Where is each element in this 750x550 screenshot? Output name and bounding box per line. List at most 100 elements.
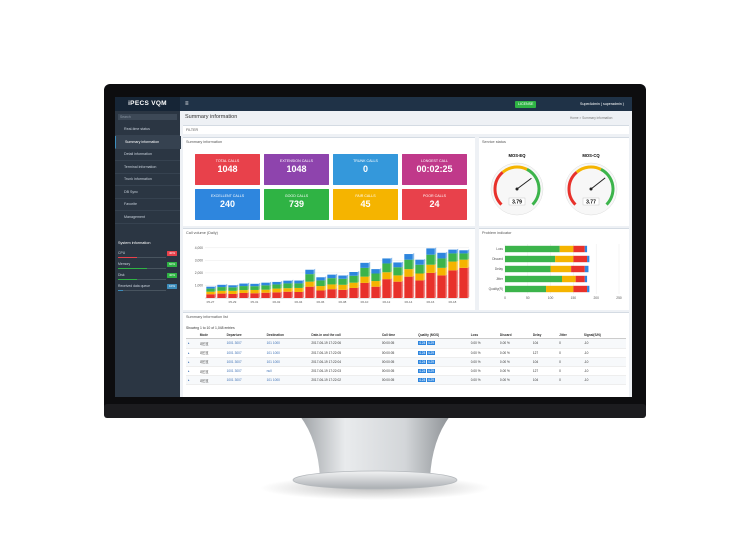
tile-value: 24 — [429, 199, 440, 209]
tile-value: 1048 — [217, 164, 238, 174]
system-name: Received data queue — [118, 284, 151, 288]
bar-segment — [250, 293, 259, 298]
menu-item[interactable]: Favorite — [115, 198, 180, 211]
table-row[interactable]: ▸ 내선호 1001 3007 101 1000 2017-06-19 17:22:04… — [186, 357, 626, 367]
bar-segment — [228, 293, 237, 298]
y-tick-label: 3,000 — [195, 259, 203, 263]
number-link[interactable]: 101 1000 — [266, 350, 280, 355]
table-cell: 0 — [557, 338, 582, 349]
stat-tile[interactable]: EXCELLENT CALLS 240 — [195, 189, 260, 220]
expand-cell[interactable]: ▸ — [186, 366, 198, 377]
header-cell[interactable]: Call time — [379, 332, 417, 340]
table-cell: 2017-06-19 17:22:04 — [309, 357, 380, 367]
bar-side — [412, 275, 415, 298]
stat-tile[interactable]: TRUNK CALLS 0 — [333, 154, 398, 185]
header-cell[interactable]: Signal(S/N) — [581, 332, 626, 340]
breadcrumb-item[interactable]: Home — [570, 116, 579, 120]
menu-item[interactable]: Terminal information — [115, 161, 180, 174]
header-cell[interactable]: Destination — [264, 332, 310, 340]
search-box[interactable]: Search — [118, 114, 177, 120]
menu-item[interactable]: Trunk information — [115, 173, 180, 186]
menu-item[interactable]: DB Sync — [115, 186, 180, 199]
bar-segment — [437, 275, 446, 298]
bar-segment — [283, 291, 292, 298]
y-tick-label: 4,000 — [195, 246, 203, 250]
x-tick-label: 06-04 — [295, 300, 303, 304]
gauge-value-box — [582, 197, 600, 206]
number-link[interactable]: 1001 3007 — [226, 378, 242, 383]
menu-item[interactable]: Management — [115, 211, 180, 224]
header-cell[interactable]: Departure — [224, 332, 265, 340]
table-row[interactable]: ▸ 내선호 1001 3007 101 1000 2017-06-19 17:22:06… — [186, 338, 626, 349]
stat-tile[interactable]: GOOD CALLS 739 — [264, 189, 329, 220]
bar-side — [214, 285, 217, 289]
system-bar — [118, 268, 147, 270]
bar-side — [401, 266, 404, 276]
expand-cell[interactable]: ▸ — [186, 375, 198, 386]
filter-bar[interactable]: FILTER — [183, 125, 629, 134]
number-link[interactable]: 101 1000 — [266, 359, 280, 364]
number-link[interactable]: 1001 3007 — [226, 341, 242, 346]
number-link[interactable]: 1001 3007 — [226, 350, 242, 355]
number-link[interactable]: 101 1000 — [266, 341, 280, 346]
expand-cell[interactable]: ▸ — [186, 357, 198, 367]
bar-segment — [338, 284, 347, 290]
stat-tile[interactable]: TOTAL CALLS 1048 — [195, 154, 260, 185]
sidebar: Search System information Real-time stat… — [115, 111, 181, 397]
number-link[interactable]: 1001 3007 — [226, 359, 242, 364]
number-link[interactable]: null — [266, 369, 272, 374]
license-button[interactable]: LICENSE — [515, 100, 537, 108]
menu-item[interactable]: Detail information — [115, 148, 180, 161]
system-bar — [118, 257, 138, 259]
tile-value: 240 — [219, 199, 236, 209]
menu-toggle[interactable]: ≡ — [185, 101, 189, 107]
bar-side — [368, 275, 371, 283]
header-cell[interactable]: Loss — [468, 332, 498, 340]
table-cell: 0.00 % — [497, 357, 531, 367]
stat-tile[interactable]: LONGEST CALL 00:02:25 — [402, 154, 467, 185]
bar-side — [291, 282, 294, 289]
header-cell[interactable]: Discard — [497, 332, 531, 340]
expand-cell[interactable]: ▸ — [186, 348, 198, 358]
header-cell[interactable]: Date-in and the call — [309, 332, 380, 340]
header-cell[interactable]: Quality (MOS) — [416, 332, 469, 340]
bar-segment — [415, 259, 424, 265]
stat-tile[interactable]: FAIR CALLS 45 — [333, 189, 398, 220]
table-cell: 00:00:05 — [379, 357, 417, 367]
bar-segment — [393, 267, 402, 276]
quality-badge: 4.24 — [418, 369, 427, 374]
bar-segment — [261, 289, 270, 293]
menu-item[interactable]: Real-time status — [115, 123, 180, 136]
number-cell: 1001 3007 — [224, 348, 265, 358]
bar-side — [346, 288, 349, 298]
header-cell[interactable]: Jitter — [557, 332, 582, 340]
table-row[interactable]: ▸ 내선호 1001 3007 101 1000 2017-06-19 17:22:05… — [186, 348, 626, 358]
panel-title: Problem indicator — [482, 230, 512, 235]
header-cell[interactable]: Delay — [530, 332, 558, 340]
bar-side — [467, 258, 470, 268]
bar-segment — [327, 278, 336, 285]
bar-side — [390, 262, 393, 273]
bar-side — [302, 279, 305, 284]
bar-segment — [228, 290, 237, 294]
menu-item[interactable]: Summary information — [115, 135, 181, 149]
bar-side — [379, 272, 382, 282]
stat-tile[interactable]: EXTENSION CALLS 1048 — [264, 154, 329, 185]
tile-label: POOR CALLS — [423, 194, 446, 198]
x-tick-label: 05-29 — [229, 300, 237, 304]
user-name[interactable]: SuperAdmin ( superadmin ) — [580, 102, 624, 106]
number-link[interactable]: 101 1000 — [266, 378, 280, 383]
expand-cell[interactable]: ▸ — [186, 338, 198, 349]
table-cell: 0 — [557, 366, 582, 377]
header-cell[interactable]: Mode — [197, 332, 225, 340]
bar-side — [445, 251, 448, 259]
chin — [104, 404, 646, 418]
table-row[interactable]: ▸ 내선호 1001 3007 null 2017-06-19 17:22:03 00:0… — [186, 366, 626, 377]
table-row[interactable]: ▸ 내선호 1001 3007 101 1000 2017-06-19 17:22:02… — [186, 375, 626, 386]
number-cell: 101 1000 — [264, 348, 310, 358]
number-link[interactable]: 1001 3007 — [226, 369, 242, 374]
bar-segment — [239, 292, 248, 298]
bar-side — [335, 288, 338, 298]
stat-tile[interactable]: POOR CALLS 24 — [402, 189, 467, 220]
bar-segment — [448, 270, 457, 298]
